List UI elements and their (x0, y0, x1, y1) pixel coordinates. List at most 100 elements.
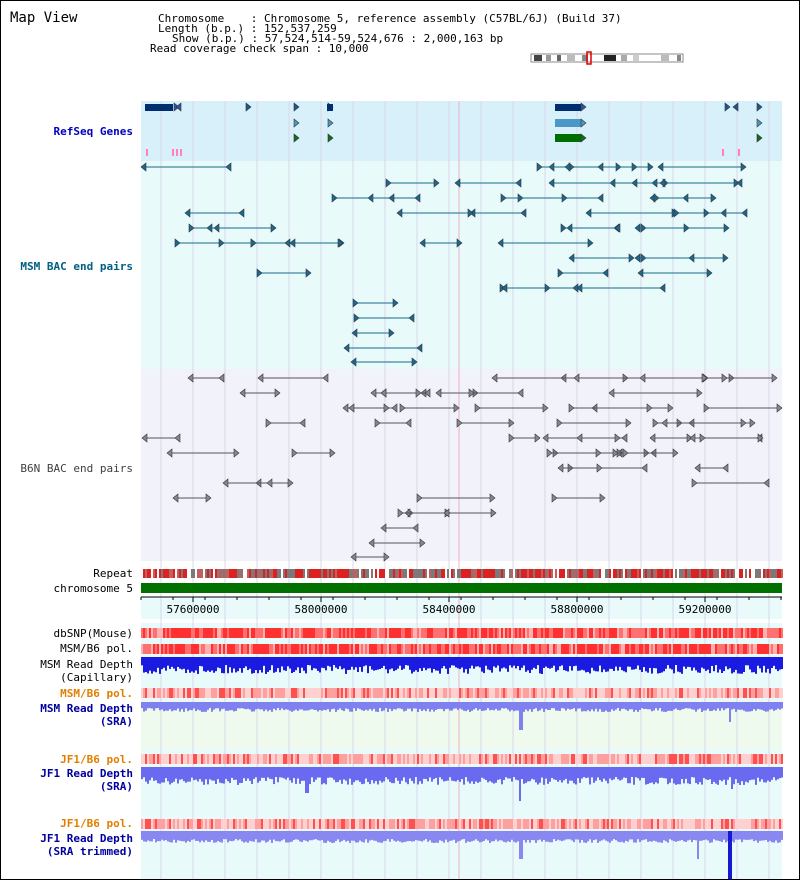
jf1-sra-depth-bar (405, 767, 407, 783)
msm-b6-pol-heat-cell (167, 644, 169, 654)
dbsnp-heat-cell (579, 628, 581, 638)
msm-capillary-depth-bar (337, 657, 339, 669)
msm-b6-pol-heat-cell (641, 644, 643, 654)
msm-sra-depth-bar (777, 702, 779, 709)
jf1-trimmed-depth-bar (467, 831, 469, 842)
gene-arrow (756, 118, 763, 128)
msm-capillary-depth-bar (299, 657, 301, 674)
msm-b6-pol-heat-cell (343, 644, 345, 654)
dbsnp-heat-cell (491, 628, 493, 638)
jf1-b6-pol-heat-cell (589, 754, 591, 764)
dbsnp-heat-cell (155, 628, 157, 638)
msm-capillary-depth-bar (485, 657, 487, 666)
jf1-b6-pol-2-heat-cell (179, 819, 181, 829)
dbsnp-heat-cell (615, 628, 617, 638)
msm-b6-pol-heat-cell (331, 644, 333, 654)
jf1-b6-pol-heat-cell (427, 754, 429, 764)
jf1-trimmed-depth-bar (371, 831, 373, 840)
jf1-trimmed-depth-bar (777, 831, 779, 843)
jf1-trimmed-depth-bar (333, 831, 335, 843)
msm-sra-depth-bar (741, 702, 743, 710)
repeat-segment (337, 569, 339, 578)
jf1-b6-pol-2-heat-cell (535, 819, 537, 829)
jf1-sra-depth-bar (201, 767, 203, 782)
msm-capillary-depth-bar (377, 657, 379, 670)
jf1-b6-pol-heat-cell (653, 754, 655, 764)
jf1-sra-depth-bar (229, 767, 231, 784)
jf1-b6-pol-2-heat-cell (613, 819, 615, 829)
msm-bac-end (673, 208, 680, 218)
dbsnp-heat-cell (475, 628, 477, 638)
msm-sra-depth-bar (467, 702, 469, 710)
dbsnp-heat-cell (685, 628, 687, 638)
jf1-sra-depth-bar (447, 767, 449, 781)
b6n-bac-end (534, 433, 541, 443)
jf1-trimmed-depth-bar (239, 831, 241, 840)
msm-capillary-depth-bar (571, 657, 573, 671)
repeat-segment (697, 569, 699, 578)
jf1-b6-pol-heat-cell (715, 754, 717, 764)
msm-sra-depth-bar (281, 702, 283, 709)
jf1-b6-pol-2-heat-cell (231, 819, 233, 829)
msm-sra-depth-bar (559, 702, 561, 711)
jf1-b6-pol-heat-cell (263, 754, 265, 764)
jf1-sra-depth-bar (527, 767, 529, 782)
repeat-segment (659, 569, 661, 578)
msm-sra-depth-bar (393, 702, 395, 710)
jf1-sra-depth-bar (767, 767, 769, 781)
jf1-trimmed-depth-bar (539, 831, 541, 840)
msm-bac-end (544, 283, 551, 293)
msm-sra-depth-bar (589, 702, 591, 712)
msm-b6-pol-heat-cell (507, 644, 509, 654)
msm-sra-depth-bar (779, 702, 781, 710)
msm-b6-pol-sra-heat-cell (557, 688, 559, 698)
jf1-b6-pol-2-heat-cell (229, 819, 231, 829)
msm-b6-pol-sra-heat-cell (269, 688, 271, 698)
jf1-b6-pol-heat-cell (265, 754, 267, 764)
gene-arrow (732, 102, 739, 112)
msm-b6-pol-heat-cell (417, 644, 419, 654)
jf1-b6-pol-heat-cell (297, 754, 299, 764)
msm-b6-pol-heat-cell (151, 644, 153, 654)
jf1-sra-depth-bar (177, 767, 179, 784)
msm-b6-pol-sra-heat-cell (443, 688, 445, 698)
msm-bac-end (408, 313, 415, 323)
jf1-b6-pol-heat-cell (473, 754, 475, 764)
jf1-sra-depth-bar (507, 767, 509, 779)
b6n-bac-end (399, 403, 406, 413)
repeat-segment (769, 569, 771, 578)
dbsnp-heat-cell (709, 628, 711, 638)
jf1-sra-depth-bar (701, 767, 703, 785)
dbsnp-heat-cell (361, 628, 363, 638)
msm-sra-depth-bar (225, 702, 227, 711)
jf1-b6-pol-2-heat-cell (513, 819, 515, 829)
dbsnp-heat-cell (257, 628, 259, 638)
jf1-b6-pol-heat-cell (453, 754, 455, 764)
msm-sra-depth-bar (189, 702, 191, 711)
msm-capillary-depth-bar (243, 657, 245, 668)
msm-b6-pol-sra-heat-cell (403, 688, 405, 698)
msm-sra-depth-bar (487, 702, 489, 709)
gene-arrow (756, 133, 763, 143)
dbsnp-heat-cell (191, 628, 193, 638)
jf1-trimmed-depth-bar (463, 831, 465, 840)
dbsnp-heat-cell (221, 628, 223, 638)
jf1-trimmed-depth-bar (511, 831, 513, 840)
msm-b6-pol-heat-cell (487, 644, 489, 654)
jf1-b6-pol-heat-cell (361, 754, 363, 764)
repeat-segment (235, 569, 237, 578)
msm-capillary-depth-bar (347, 657, 349, 671)
jf1-b6-pol-2-heat-cell (291, 819, 293, 829)
msm-b6-pol-sra-heat-cell (593, 688, 595, 698)
repeat-segment (691, 569, 693, 578)
b6n-bac-end (342, 403, 349, 413)
jf1-trimmed-depth-bar (605, 831, 607, 841)
msm-capillary-depth-bar (225, 657, 227, 666)
msm-capillary-depth-bar (415, 657, 417, 671)
msm-b6-pol-heat-cell (533, 644, 535, 654)
jf1-b6-pol-2-heat-cell (203, 819, 205, 829)
msm-sra-depth-bar (381, 702, 383, 712)
dbsnp-heat-cell (279, 628, 281, 638)
msm-b6-pol-heat-cell (341, 644, 343, 654)
